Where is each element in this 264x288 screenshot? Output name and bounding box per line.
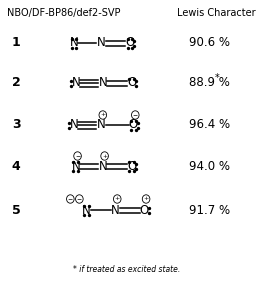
Text: N: N: [97, 118, 105, 132]
Text: N: N: [98, 160, 107, 173]
Text: N: N: [71, 77, 80, 90]
Text: N: N: [82, 204, 91, 217]
Text: O: O: [140, 204, 149, 217]
Text: O: O: [127, 77, 136, 90]
Text: O: O: [127, 160, 136, 173]
Text: N: N: [111, 204, 120, 217]
Text: N: N: [70, 118, 78, 132]
Text: 3: 3: [12, 118, 20, 132]
Text: +: +: [115, 196, 120, 202]
Text: −: −: [133, 113, 138, 118]
Text: 1: 1: [12, 37, 21, 50]
Text: +: +: [143, 196, 149, 202]
Text: N: N: [70, 37, 78, 50]
Text: 4: 4: [12, 160, 21, 173]
Text: +: +: [100, 113, 105, 118]
Text: 88.9 %: 88.9 %: [189, 77, 230, 90]
Text: N: N: [98, 77, 107, 90]
Text: N: N: [71, 160, 80, 173]
Text: 90.6 %: 90.6 %: [189, 37, 230, 50]
Text: −: −: [75, 154, 80, 158]
Text: 91.7 %: 91.7 %: [189, 204, 230, 217]
Text: 5: 5: [12, 204, 21, 217]
Text: N: N: [97, 37, 105, 50]
Text: Lewis Character: Lewis Character: [177, 8, 255, 18]
Text: 2: 2: [12, 77, 21, 90]
Text: −: −: [68, 196, 73, 202]
Text: 94.0 %: 94.0 %: [189, 160, 230, 173]
Text: *: *: [215, 73, 219, 83]
Text: * if treated as excited state.: * if treated as excited state.: [73, 265, 180, 274]
Text: −: −: [77, 196, 82, 202]
Text: +: +: [102, 154, 107, 158]
Text: O: O: [129, 118, 138, 132]
Text: NBO/DF-BP86/def2-SVP: NBO/DF-BP86/def2-SVP: [7, 8, 121, 18]
Text: O: O: [125, 37, 134, 50]
Text: 96.4 %: 96.4 %: [189, 118, 230, 132]
